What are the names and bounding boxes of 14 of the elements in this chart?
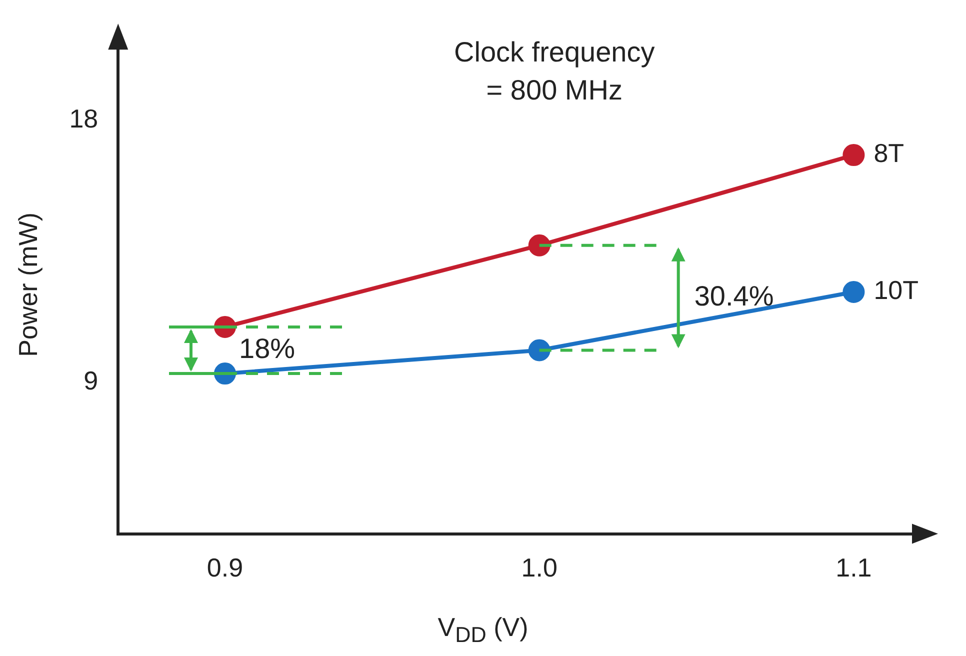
y-tick-label: 18: [69, 103, 98, 134]
x-tick-label: 1.1: [836, 552, 872, 583]
x-tick-label: 1.0: [521, 552, 558, 583]
y-axis-title: Power (mW): [12, 212, 43, 357]
point: [842, 280, 865, 303]
x-axis-title: V$_{DD}$ (V): [436, 612, 530, 648]
x-tick-label: 0.9: [206, 552, 244, 583]
annotation: 30.4%: [694, 280, 774, 312]
series-label: 10T: [874, 275, 919, 306]
annotation: 18%: [239, 332, 296, 364]
annotation: Clock frequency = 800 MHz: [454, 36, 655, 106]
y-tick-label: 9: [84, 365, 98, 396]
series-label: 8T: [874, 138, 904, 168]
point: [842, 144, 865, 166]
